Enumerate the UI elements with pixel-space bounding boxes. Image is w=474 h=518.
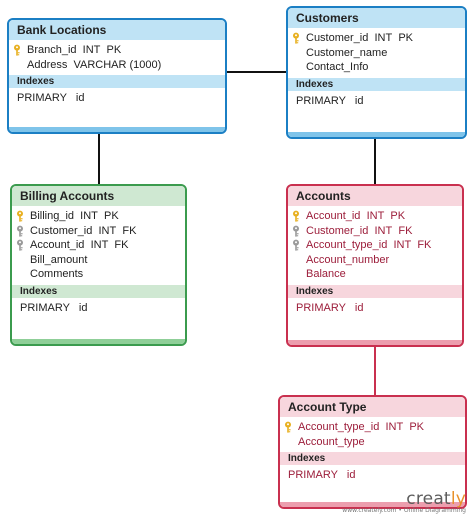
field-name: Customer_name	[306, 46, 388, 59]
index-row: PRIMARY id	[296, 94, 364, 107]
index-row: PRIMARY id	[17, 92, 85, 104]
field-name: Balance	[306, 268, 346, 280]
primary-key-icon	[17, 210, 23, 222]
table-title: Billing Accounts	[12, 186, 185, 206]
indexes-header: Indexes	[288, 77, 465, 91]
foreign-key-icon	[17, 225, 23, 237]
field-name: Account_id	[306, 210, 361, 222]
field-key-badge: FK	[114, 239, 129, 251]
field-key-badge: PK	[409, 421, 425, 433]
table-bank-locations[interactable]: Bank Locations Branch_id INT PK Address VA…	[7, 18, 227, 134]
table-billing-accounts[interactable]: Billing Accounts Billing_id INT PK Custome…	[10, 184, 187, 346]
field-row: Account_type_id INT PK	[280, 420, 465, 435]
index-row: PRIMARY id	[20, 301, 88, 314]
field-row: Contact_Info	[288, 60, 465, 75]
field-type: INT	[374, 224, 393, 237]
field-type: INT	[374, 32, 393, 44]
field-row: Account_type_id INT FK	[288, 238, 462, 253]
field-row: Customer_id INT FK	[288, 224, 462, 239]
field-key-badge: FK	[398, 224, 413, 237]
field-type: INT	[393, 239, 412, 251]
field-row: Branch_id INT PK	[9, 43, 225, 58]
field-name: Contact_Info	[306, 61, 369, 73]
indexes-header: Indexes	[9, 75, 225, 88]
table-footer-bar	[280, 502, 465, 507]
field-row: Comments	[12, 267, 185, 282]
field-name: Account_number	[306, 253, 390, 266]
table-footer-bar	[288, 340, 462, 345]
field-name: Comments	[30, 268, 84, 280]
primary-key-icon	[293, 210, 299, 222]
field-row: Account_type	[280, 435, 465, 450]
table-title: Accounts	[288, 186, 462, 206]
table-footer-bar	[288, 132, 465, 137]
field-key-badge: PK	[104, 210, 119, 222]
field-type: INT	[80, 210, 98, 222]
primary-key-icon	[285, 421, 291, 433]
field-name: Account_type	[298, 435, 365, 448]
field-type: INT	[366, 210, 385, 222]
creately-watermark: creatly www.creately.com • Online Diagra…	[342, 489, 466, 514]
foreign-key-icon	[17, 239, 23, 251]
field-row: Customer_name	[288, 46, 465, 61]
field-key-badge: FK	[417, 239, 432, 251]
field-type: INT	[98, 224, 117, 237]
table-title: Customers	[288, 8, 465, 28]
field-row: Account_id INT PK	[288, 209, 462, 224]
indexes-header: Indexes	[280, 452, 465, 465]
foreign-key-icon	[293, 225, 299, 237]
field-name: Customer_id	[306, 32, 369, 44]
field-row: Bill_amount	[12, 253, 185, 268]
field-type: INT	[82, 44, 101, 56]
field-row: Customer_id INT PK	[288, 31, 465, 46]
field-row: Customer_id INT FK	[12, 224, 185, 239]
indexes-header: Indexes	[12, 284, 185, 298]
field-key-badge: FK	[122, 224, 137, 237]
table-title: Account Type	[280, 397, 465, 417]
field-name: Billing_id	[30, 210, 75, 222]
table-title: Bank Locations	[9, 20, 225, 40]
primary-key-icon	[14, 44, 20, 56]
field-name: Customer_id	[306, 224, 369, 237]
table-footer-bar	[12, 339, 185, 344]
field-name: Customer_id	[30, 224, 93, 237]
field-row: Balance	[288, 267, 462, 282]
index-row: PRIMARY id	[288, 469, 356, 481]
indexes-header: Indexes	[288, 284, 462, 298]
field-name: Branch_id	[27, 44, 77, 56]
table-footer-bar	[9, 127, 225, 132]
field-name: Address	[27, 58, 68, 71]
field-row: Address VARCHAR (1000)	[9, 58, 225, 73]
table-customers[interactable]: Customers Customer_id INT PK Customer_name…	[286, 6, 467, 139]
watermark-logo-prefix: creat	[406, 489, 451, 509]
field-name: Account_id	[30, 239, 85, 251]
table-account-type[interactable]: Account Type Account_type_id INT PK Accoun…	[278, 395, 467, 509]
field-row: Billing_id INT PK	[12, 209, 185, 224]
field-type: INT	[385, 421, 404, 433]
field-key-badge: PK	[398, 32, 414, 44]
field-name: Account_type_id	[306, 239, 388, 251]
field-name: Bill_amount	[30, 253, 88, 266]
field-name: Account_type_id	[298, 421, 380, 433]
table-accounts[interactable]: Accounts Account_id INT PK Customer_id INT…	[286, 184, 464, 347]
field-row: Account_id INT FK	[12, 238, 185, 253]
watermark-logo-suffix: ly	[450, 489, 466, 509]
field-type: INT	[90, 239, 109, 251]
primary-key-icon	[293, 32, 299, 44]
foreign-key-icon	[293, 239, 299, 251]
field-key-badge: PK	[106, 44, 122, 56]
watermark-tagline: www.creately.com • Online Diagramming	[342, 507, 466, 514]
field-type: VARCHAR (1000)	[73, 58, 162, 71]
index-row: PRIMARY id	[296, 301, 364, 314]
field-key-badge: PK	[390, 210, 406, 222]
field-row: Account_number	[288, 253, 462, 268]
